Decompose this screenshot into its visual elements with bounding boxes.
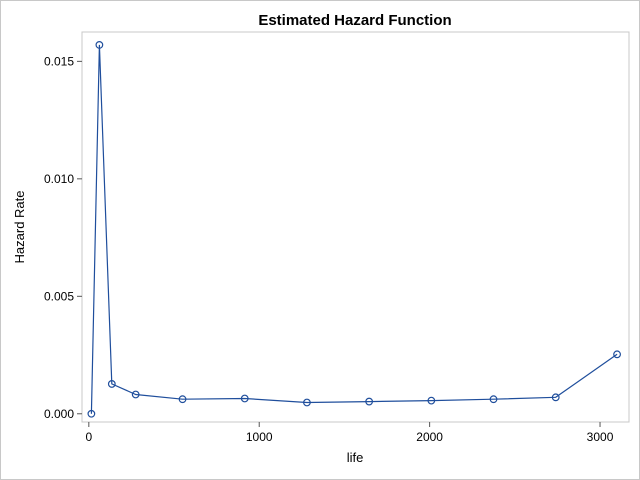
x-tick-label: 3000 (587, 430, 614, 444)
y-tick-label: 0.015 (44, 54, 74, 68)
data-point (489, 395, 498, 404)
y-tick-label: 0.005 (44, 289, 74, 303)
y-tick-label: 0.000 (44, 407, 74, 421)
data-point (613, 350, 621, 359)
data-point (178, 395, 187, 404)
x-axis-title: life (347, 450, 364, 465)
data-point (427, 396, 436, 405)
x-tick-label: 2000 (416, 430, 443, 444)
chart-title: Estimated Hazard Function (258, 12, 451, 29)
y-axis-title: Hazard Rate (12, 191, 27, 264)
data-point (303, 398, 311, 407)
y-tick-label: 0.010 (44, 172, 74, 186)
data-point (240, 394, 249, 403)
data-point (107, 380, 116, 388)
data-point (95, 41, 104, 49)
x-tick-label: 1000 (246, 430, 273, 444)
series-line (90, 44, 618, 414)
plot-area (81, 31, 630, 423)
series-layer (87, 41, 621, 418)
x-axis: 0 1000 2000 3000 (85, 422, 614, 444)
data-point (551, 393, 560, 402)
y-axis: 0.000 0.005 0.010 0.015 (44, 54, 82, 421)
data-point (87, 409, 96, 418)
data-point (365, 397, 374, 406)
x-tick-label: 0 (85, 430, 92, 444)
data-point (131, 390, 140, 399)
